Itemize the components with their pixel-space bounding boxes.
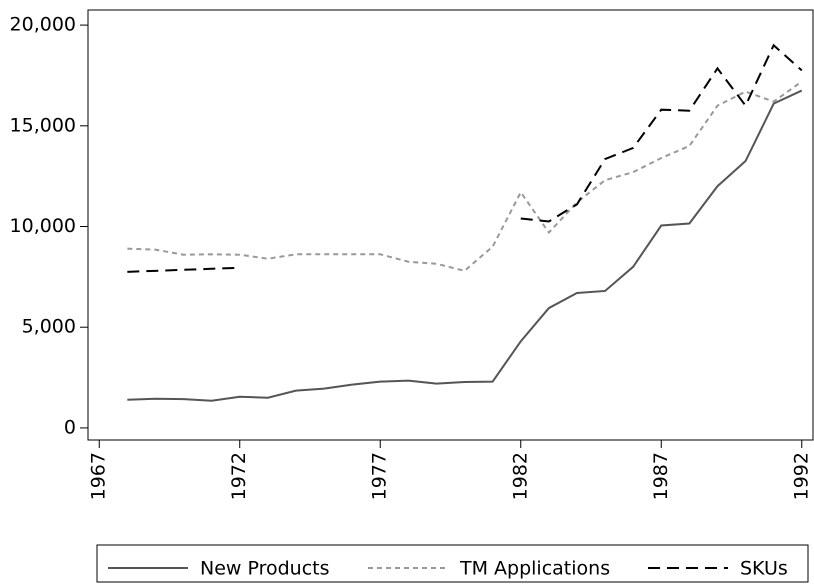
x-tick-label: 1977 xyxy=(369,452,391,500)
series-line xyxy=(127,80,803,272)
y-tick-label: 0 xyxy=(64,416,76,438)
series-line xyxy=(127,89,803,402)
x-tick-label: 1972 xyxy=(228,452,250,500)
legend-box xyxy=(96,544,809,583)
x-tick-label: 1987 xyxy=(650,452,672,500)
legend-label: TM Applications xyxy=(459,558,610,580)
y-tick-label: 15,000 xyxy=(10,114,76,136)
legend-label: New Products xyxy=(200,558,330,580)
x-tick-label: 1992 xyxy=(790,452,812,500)
y-tick-label: 10,000 xyxy=(10,215,76,237)
y-tick-label: 5,000 xyxy=(22,316,76,338)
x-tick-label: 1967 xyxy=(88,452,110,500)
series-line xyxy=(127,43,803,273)
legend-label: SKUs xyxy=(740,558,788,580)
x-tick-label: 1982 xyxy=(509,452,531,500)
y-tick-label: 20,000 xyxy=(10,14,76,36)
plot-frame xyxy=(87,9,814,441)
